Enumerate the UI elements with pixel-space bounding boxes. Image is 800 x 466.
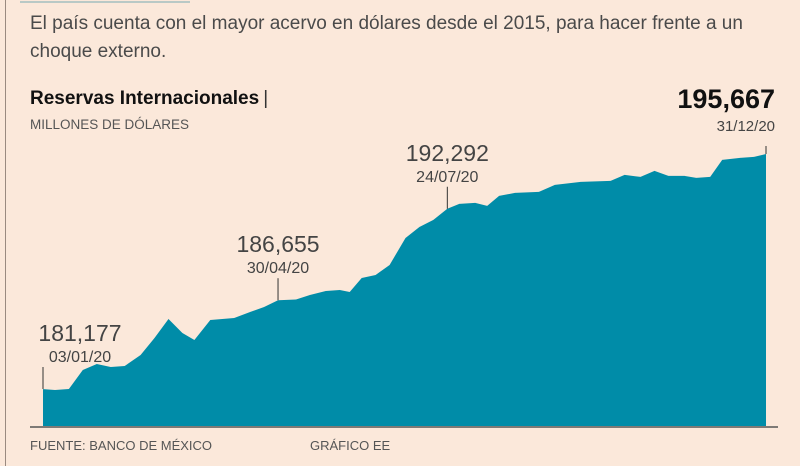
frame-left-rule — [5, 0, 6, 466]
credit-note: GRÁFICO EE — [310, 438, 391, 453]
title-separator: | — [263, 88, 269, 109]
reserves-area — [43, 154, 766, 426]
units-label: MILLONES DE DÓLARES — [30, 117, 190, 132]
annotation-value: 192,292 — [406, 140, 489, 166]
chart-title: Reservas Internacionales | — [30, 88, 268, 110]
chart-subtitle: El país cuenta con el mayor acervo en dó… — [30, 13, 743, 62]
annotation-date: 24/07/20 — [416, 169, 478, 186]
frame-top-rule — [20, 1, 190, 3]
source-note: FUENTE: BANCO DE MÉXICO — [30, 438, 213, 453]
annotation-date: 03/01/20 — [49, 349, 111, 366]
annotation-date: 30/04/20 — [247, 260, 309, 277]
annotation-value: 181,177 — [38, 320, 121, 346]
final-value: 195,667 — [677, 84, 775, 114]
annotation-value: 186,655 — [236, 231, 319, 257]
final-date: 31/12/20 — [716, 118, 775, 135]
chart-title-text: Reservas Internacionales — [30, 88, 260, 109]
